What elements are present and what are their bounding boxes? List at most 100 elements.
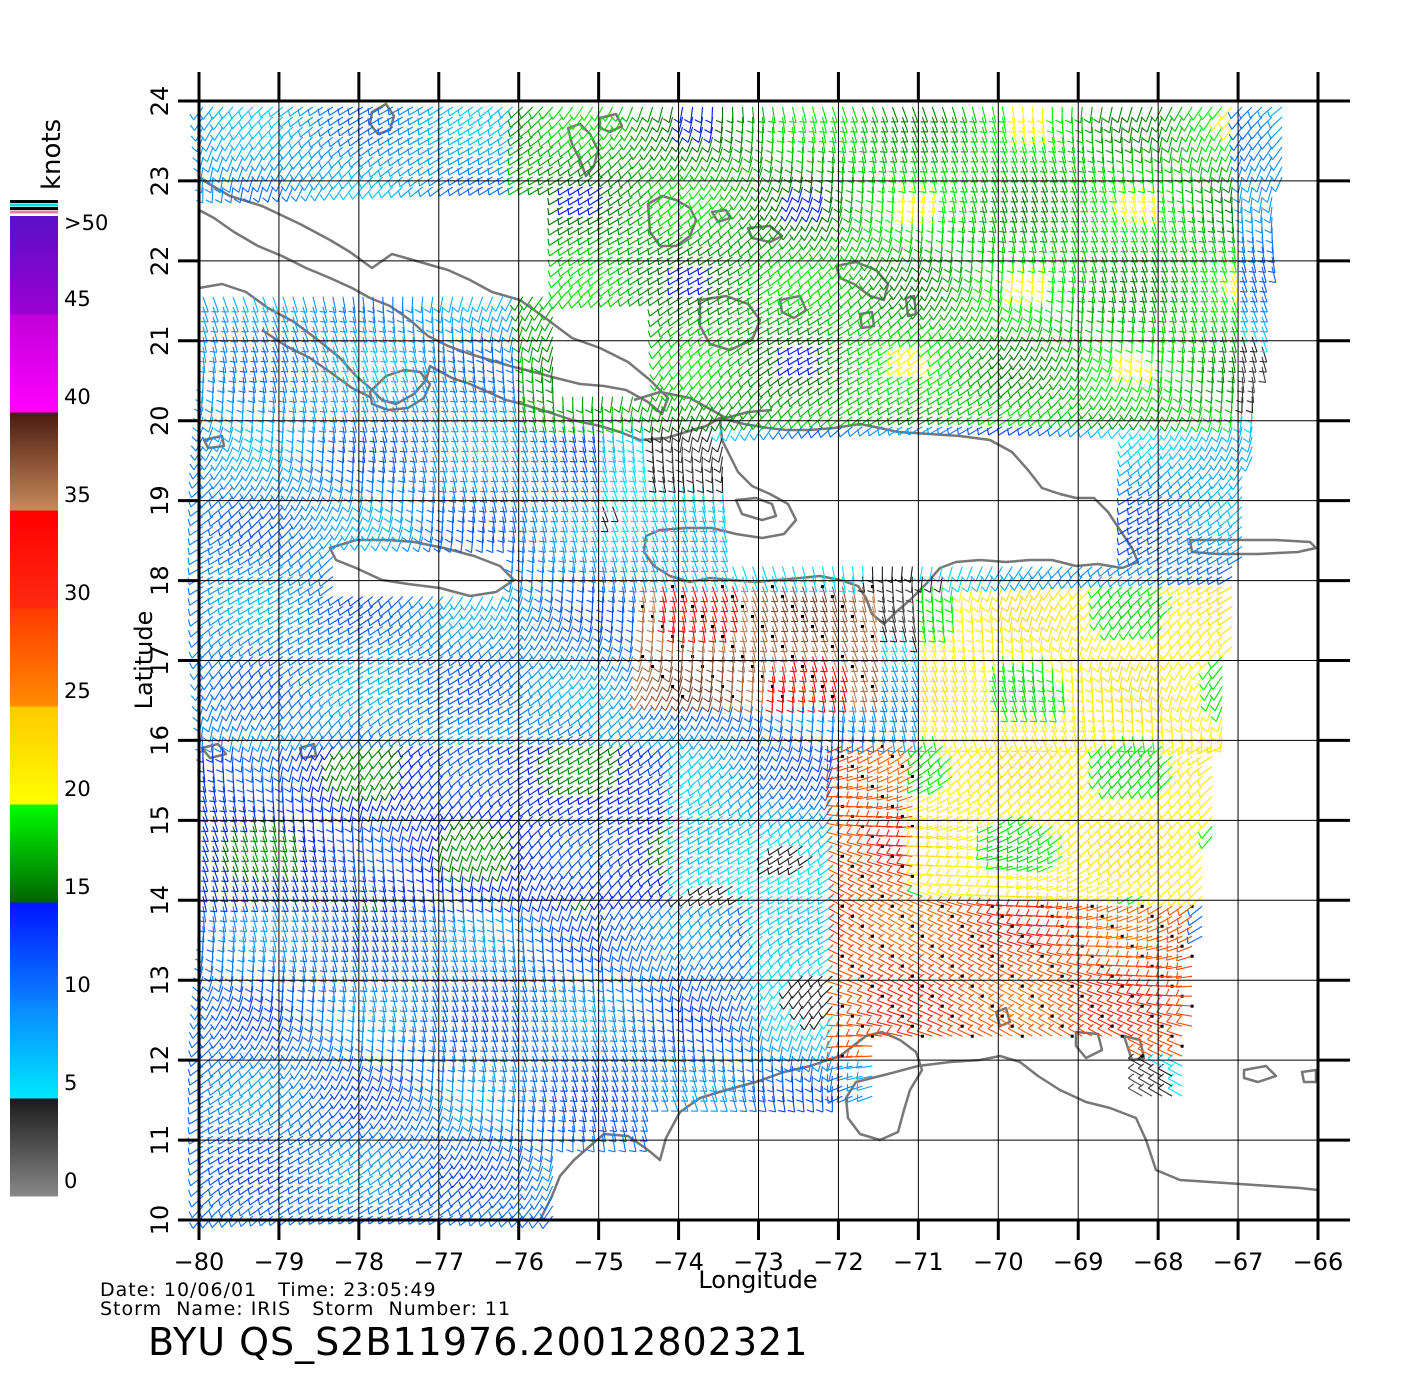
- wind-barb: [592, 1075, 599, 1092]
- wind-barb-flag: [340, 960, 348, 963]
- wind-barb-flag: [707, 930, 712, 938]
- wind-barb-flag: [208, 1221, 213, 1228]
- wind-barb: [652, 1075, 659, 1092]
- wind-barb-flag: [378, 1150, 383, 1158]
- wind-barb-flag: [253, 1007, 260, 1013]
- wind-barb: [652, 1065, 659, 1082]
- wind-barb-flag: [746, 1069, 754, 1073]
- wind-barb-flag: [619, 1040, 627, 1043]
- wind-barb: [334, 1075, 344, 1091]
- wind-barb: [355, 1075, 364, 1092]
- wind-barb-flag: [370, 980, 378, 983]
- wind-barb-flag: [288, 1091, 293, 1099]
- wind-barb-flag: [566, 969, 574, 973]
- wind-barb: [350, 1135, 364, 1148]
- wind-barb: [310, 1125, 324, 1137]
- wind-barb-flag: [379, 1000, 387, 1003]
- wind-barb-flag: [188, 1050, 192, 1058]
- wind-barb-flag: [986, 916, 992, 923]
- wind-barb-flag: [450, 950, 458, 953]
- wind-barb-flag: [187, 1127, 190, 1135]
- rain-flag-dot: [950, 914, 954, 918]
- wind-barb-flag: [594, 968, 602, 973]
- wind-barb-flag: [205, 958, 213, 963]
- wind-barb-flag: [630, 1130, 638, 1132]
- wind-barb-flag: [639, 1140, 648, 1143]
- wind-barb-flag: [322, 1056, 329, 1062]
- wind-barb: [532, 1065, 538, 1082]
- wind-barb-flag: [385, 1058, 393, 1063]
- rain-flag-dot: [910, 924, 914, 928]
- wind-barb-flag: [817, 969, 821, 977]
- wind-barb: [299, 1125, 314, 1137]
- wind-barb: [319, 1155, 334, 1166]
- wind-barb: [642, 1135, 647, 1152]
- wind-barb-flag: [589, 903, 595, 911]
- wind-barb-flag: [583, 947, 590, 953]
- wind-barb-flag: [368, 1141, 373, 1148]
- wind-barb: [363, 1105, 374, 1120]
- wind-barb: [219, 1115, 234, 1125]
- rain-flag-dot: [1090, 904, 1094, 908]
- wind-barb-flag: [695, 1039, 703, 1043]
- wind-barb-flag: [670, 1080, 678, 1082]
- wind-barb-flag: [1175, 962, 1179, 970]
- wind-barb-flag: [719, 1090, 727, 1093]
- wind-barb: [837, 1095, 853, 1104]
- rain-flag-dot: [970, 1034, 974, 1038]
- wind-barb-flag: [510, 1184, 516, 1191]
- wind-barb-flag: [387, 1197, 390, 1205]
- wind-barb-flag: [486, 1099, 494, 1103]
- wind-barb-flag: [218, 930, 226, 933]
- wind-barb-flag: [654, 998, 661, 1003]
- wind-barb-flag: [1176, 918, 1180, 926]
- wind-barb: [199, 1175, 214, 1186]
- wind-barb-flag: [638, 1040, 646, 1043]
- wind-barb-flag: [408, 1170, 412, 1178]
- wind-barb-flag: [282, 1036, 289, 1042]
- wind-barb-flag: [1105, 949, 1110, 957]
- wind-barb-flag: [1066, 956, 1072, 963]
- wind-barb-flag: [846, 1072, 849, 1081]
- wind-barb-flag: [430, 950, 438, 953]
- wind-barb-flag: [392, 1096, 399, 1102]
- wind-barb: [346, 1065, 354, 1082]
- wind-barb-flag: [600, 1040, 608, 1043]
- wind-barb-flag: [440, 1144, 446, 1151]
- wind-barb-flag: [342, 1066, 349, 1072]
- wind-barb: [1178, 905, 1193, 917]
- wind-barb: [318, 1195, 334, 1205]
- wind-barb-flag: [717, 919, 721, 927]
- wind-barb: [602, 1075, 609, 1092]
- wind-barb-flag: [477, 1210, 482, 1218]
- wind-barb-flag: [1055, 919, 1060, 927]
- coast-cuba-east: [633, 390, 773, 420]
- wind-barb: [592, 1136, 595, 1153]
- wind-barb-flag: [202, 986, 209, 993]
- wind-barb-flag: [1035, 909, 1040, 917]
- rain-flag-dot: [1040, 1004, 1044, 1008]
- wind-barb-flag: [284, 1017, 291, 1023]
- wind-barb: [1128, 1077, 1143, 1087]
- wind-barb-flag: [262, 1017, 270, 1023]
- wind-barb-flag: [466, 1089, 474, 1093]
- wind-barb-flag: [1167, 1073, 1174, 1079]
- wind-barb-flag: [350, 970, 358, 973]
- wind-barb-flag: [227, 1117, 230, 1125]
- wind-barb-flag: [1146, 943, 1149, 951]
- wind-barb-flag: [367, 1207, 370, 1215]
- wind-barb-flag: [327, 1207, 330, 1215]
- colorbar-segments: [10, 216, 58, 1197]
- wind-barb-flag: [310, 1074, 316, 1081]
- wind-barb-flag: [652, 976, 659, 983]
- wind-barb: [199, 1155, 214, 1166]
- wind-barb-flag: [399, 1010, 408, 1013]
- wind-barb-flag: [1035, 918, 1040, 926]
- wind-barb-flag: [284, 1008, 292, 1013]
- wind-barb-flag: [220, 910, 228, 913]
- wind-barb: [371, 1135, 384, 1149]
- wind-barb: [318, 1175, 334, 1185]
- wind-barb: [441, 1175, 454, 1188]
- wind-barb-flag: [390, 1000, 398, 1003]
- wind-barb-flag: [332, 1057, 340, 1063]
